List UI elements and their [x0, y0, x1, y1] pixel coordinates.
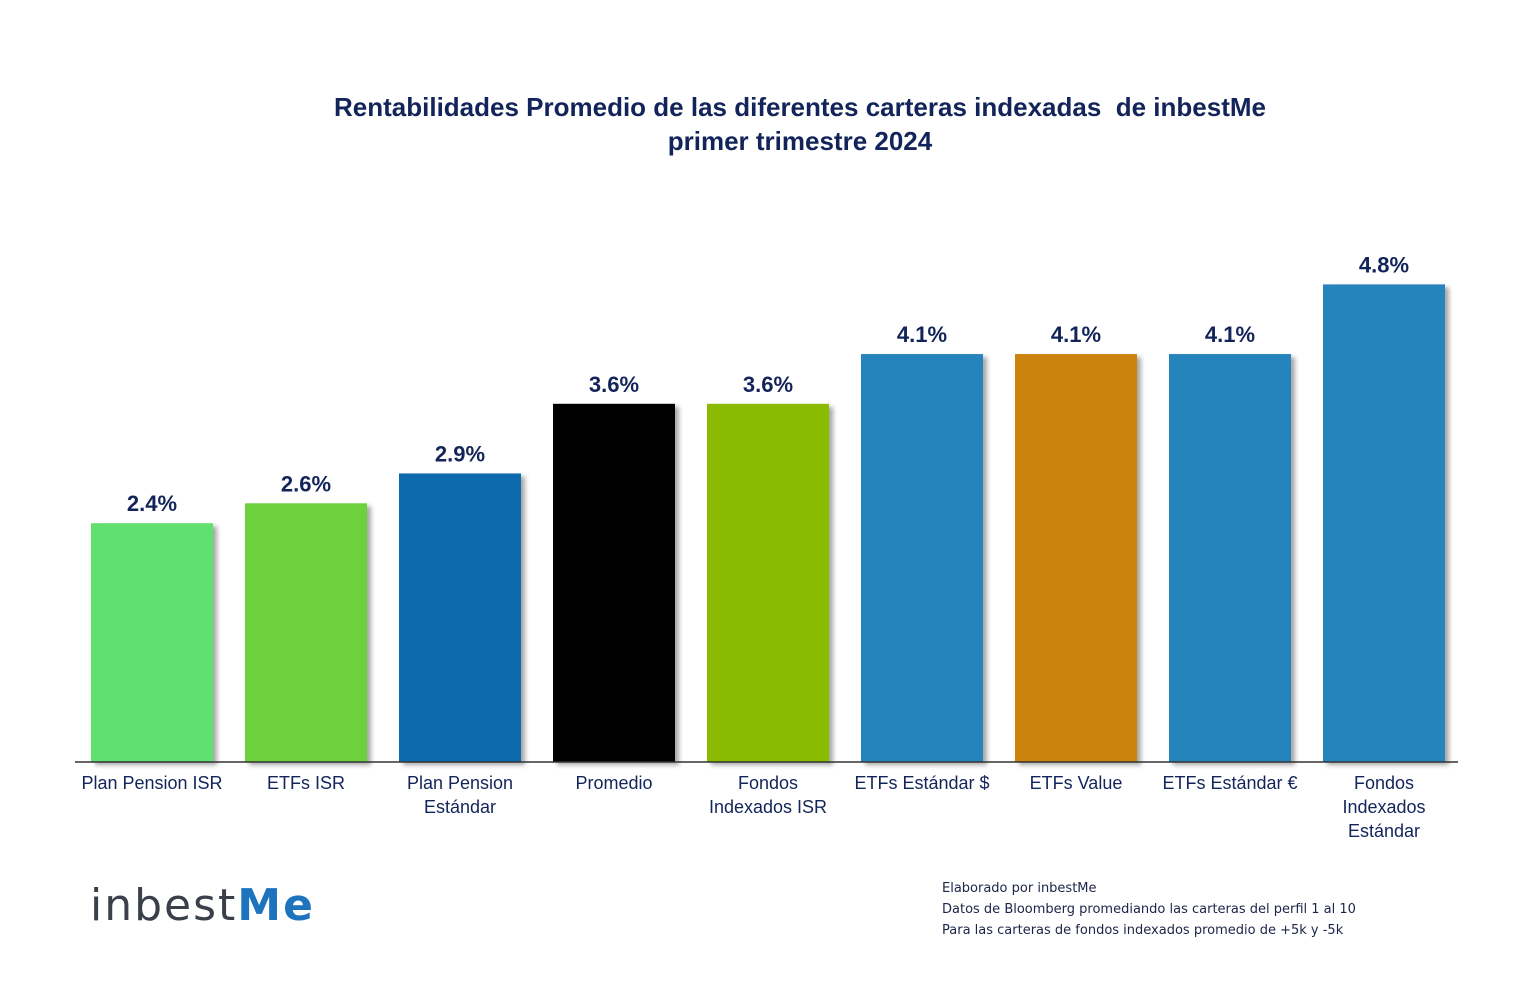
- category-label-line: Fondos: [738, 773, 798, 793]
- category-label-line: Estándar: [1348, 821, 1420, 841]
- data-label-1: 2.4%: [127, 491, 177, 516]
- footnote-2: Datos de Bloomberg promediando las carte…: [942, 902, 1356, 917]
- category-label-line: Promedio: [575, 773, 652, 793]
- category-label-2: ETFs ISR: [267, 773, 345, 793]
- category-label-line: Estándar: [424, 797, 496, 817]
- category-label-line: Plan Pension ISR: [81, 773, 222, 793]
- labels-group: 2.4% Plan Pension ISR 2.6% ETFs ISR 2.9% Plan…: [81, 252, 1425, 841]
- data-label-7: 4.1%: [1051, 322, 1101, 347]
- category-label-8: ETFs Estándar €: [1162, 773, 1297, 793]
- category-label-line: ETFs ISR: [267, 773, 345, 793]
- footnotes: Elaborado por inbestMe Datos de Bloomber…: [942, 878, 1356, 941]
- category-label-6: ETFs Estándar $: [854, 773, 989, 793]
- bar-8: [1169, 354, 1291, 762]
- data-label-9: 4.8%: [1359, 252, 1409, 277]
- bar-3: [399, 473, 521, 762]
- logo-text-suffix: Me: [237, 880, 315, 931]
- category-label-line: Plan Pension: [407, 773, 513, 793]
- category-label-7: ETFs Value: [1030, 773, 1123, 793]
- footnote-1: Elaborado por inbestMe: [942, 881, 1097, 896]
- bar-5: [707, 403, 829, 762]
- category-label-9: Fondos Indexados Estándar: [1342, 773, 1425, 841]
- category-label-5: Fondos Indexados ISR: [709, 773, 827, 817]
- category-label-1: Plan Pension ISR: [81, 773, 222, 793]
- category-label-line: ETFs Estándar €: [1162, 773, 1297, 793]
- bar-9: [1323, 284, 1445, 762]
- category-label-line: Fondos: [1354, 773, 1414, 793]
- data-label-6: 4.1%: [897, 322, 947, 347]
- bar-4: [553, 403, 675, 762]
- bars-group: [91, 284, 1445, 762]
- category-label-4: Promedio: [575, 773, 652, 793]
- bar-6: [861, 354, 983, 762]
- data-label-3: 2.9%: [435, 441, 485, 466]
- category-label-line: Indexados: [1342, 797, 1425, 817]
- category-label-line: ETFs Value: [1030, 773, 1123, 793]
- logo-text-prefix: inbest: [90, 880, 238, 931]
- data-label-4: 3.6%: [589, 372, 639, 397]
- data-label-8: 4.1%: [1205, 322, 1255, 347]
- bar-7: [1015, 354, 1137, 762]
- bar-2: [245, 503, 367, 762]
- data-label-5: 3.6%: [743, 372, 793, 397]
- category-label-3: Plan Pension Estándar: [407, 773, 513, 817]
- category-label-line: ETFs Estándar $: [854, 773, 989, 793]
- bar-1: [91, 523, 213, 762]
- chart-title-line1: Rentabilidades Promedio de las diferente…: [334, 92, 1266, 122]
- footnote-3: Para las carteras de fondos indexados pr…: [942, 923, 1344, 938]
- category-label-line: Indexados ISR: [709, 797, 827, 817]
- chart-title: Rentabilidades Promedio de las diferente…: [0, 90, 1534, 158]
- data-label-2: 2.6%: [281, 471, 331, 496]
- chart-subtitle: primer trimestre 2024: [667, 126, 933, 156]
- inbestme-logo: inbestMe: [90, 880, 315, 931]
